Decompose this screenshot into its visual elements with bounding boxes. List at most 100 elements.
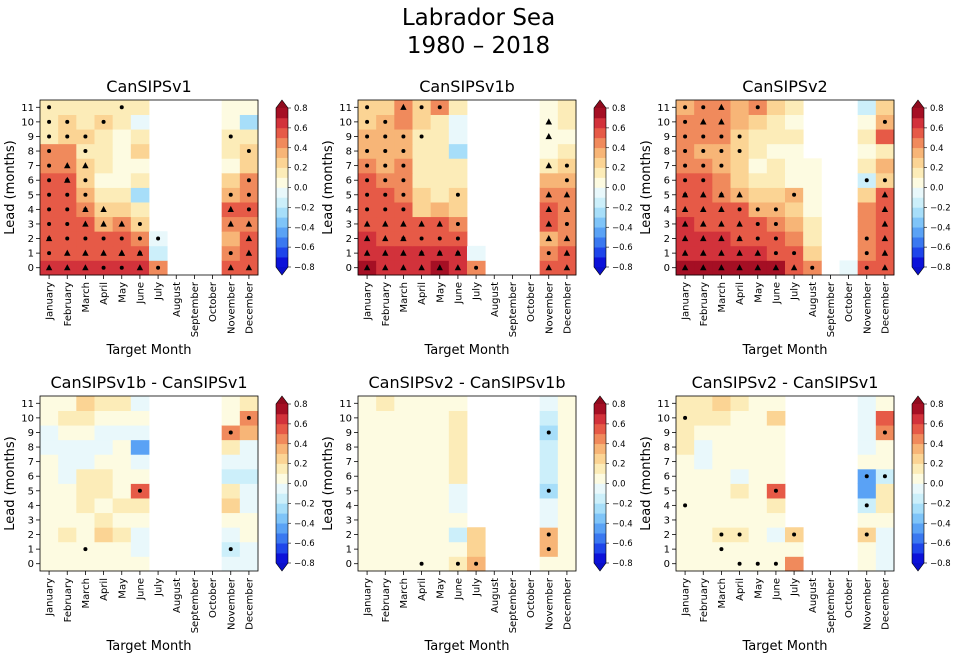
heatmap-cell [358,512,377,528]
significance-dot [810,265,815,270]
heatmap-cell [676,541,695,557]
heatmap-cell [94,100,114,115]
x-tick-label: August [490,282,501,317]
significance-dot [365,163,370,168]
x-tick-label: June [453,282,464,305]
heatmap-cell [539,100,559,115]
significance-dot [65,221,70,226]
heatmap-cell [785,114,804,130]
heatmap-cell [76,410,95,426]
heatmap-cell [40,527,59,543]
heatmap-cell [394,498,413,514]
x-tick-label: September [190,577,201,633]
x-axis-label: Target Month [423,639,509,654]
colorbar-tick-label: −0.6 [930,243,951,253]
significance-dot [882,430,887,435]
heatmap-cell [94,541,114,557]
heatmap-cell [785,172,804,188]
significance-triangle [227,264,234,271]
significance-triangle [400,103,407,110]
significance-dot [546,532,551,537]
heatmap-cell [694,410,713,426]
heatmap-cell [430,172,450,188]
colorbar-tick-label: −0.2 [294,203,315,213]
y-tick-label: 9 [346,428,352,439]
heatmap-cell [130,187,150,203]
significance-triangle [545,235,552,242]
x-tick-label: June [135,578,146,601]
panel-title: CanSIPSv2 - CanSIPSv1 [692,373,879,392]
colorbar-segment [912,187,924,198]
heatmap-cell [430,556,450,572]
x-tick-label: January [681,282,692,321]
heatmap-cell [857,100,877,115]
heatmap-cell [557,410,577,426]
y-tick-label: 10 [657,117,670,128]
colorbar-segment [912,413,924,425]
heatmap-cell [694,556,713,572]
significance-dot [83,547,88,552]
significance-dot [365,105,370,110]
y-tick-label: 6 [28,472,34,483]
heatmap-cell [694,512,713,528]
significance-dot [383,178,388,183]
y-tick-label: 2 [664,530,670,541]
significance-dot [864,265,869,270]
heatmap-cell [412,439,432,455]
significance-dot [882,178,887,183]
panel-title: CanSIPSv2 [742,77,827,96]
colorbar-extend-bottom [276,563,288,571]
colorbar-tick-label: −0.6 [612,243,633,253]
y-tick-label: 3 [346,219,352,230]
heatmap-cell [112,454,132,470]
figure-title: Labrador Sea 1980 – 2018 [0,4,957,60]
colorbar-segment [594,433,606,445]
heatmap-cell [58,512,77,528]
colorbar-extend-top [594,396,606,404]
heatmap-cell [766,541,786,557]
heatmap-cell [58,100,77,115]
y-tick-label: 5 [664,190,670,201]
heatmap-cell [58,468,77,484]
significance-triangle [736,249,743,256]
colorbar-segment [912,433,924,445]
heatmap-cell [94,410,114,426]
significance-dot [773,236,778,241]
heatmap-cell [239,454,259,470]
heatmap-cell [58,410,77,426]
x-tick-label: October [208,577,219,618]
x-tick-label: April [735,578,746,601]
significance-triangle [136,264,144,271]
significance-triangle [563,205,571,212]
significance-triangle [681,235,689,242]
heatmap-cell [40,396,59,411]
colorbar-segment [276,197,288,208]
significance-dot [564,221,569,226]
heatmap-cell [94,556,114,572]
colorbar-tick-label: −0.4 [930,519,951,529]
heatmap-cell [221,172,241,188]
colorbar-segment [912,483,924,494]
heatmap-cell [76,100,95,115]
significance-triangle [718,220,725,227]
heatmap-cell [412,425,432,441]
heatmap-cell [676,439,695,455]
heatmap-cell [94,172,114,188]
colorbar-segment [276,503,288,514]
significance-dot [792,192,797,197]
significance-dot [683,119,688,124]
significance-dot [683,415,688,420]
significance-triangle [436,220,443,227]
significance-dot [755,105,760,110]
significance-dot [455,561,460,566]
significance-dot [47,105,52,110]
heatmap-cell [112,202,132,218]
significance-dot [246,192,251,197]
heatmap-cell [766,158,786,174]
figure-title-line2: 1980 – 2018 [406,33,551,59]
significance-dot [546,430,551,435]
significance-dot [401,178,406,183]
significance-triangle [754,249,761,256]
colorbar-segment [594,217,606,228]
